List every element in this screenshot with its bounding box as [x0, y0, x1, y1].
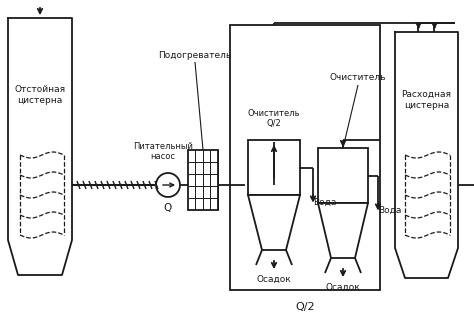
- Text: Осадок: Осадок: [326, 283, 360, 292]
- Bar: [188, 150, 218, 210]
- Text: Q: Q: [164, 203, 172, 213]
- Polygon shape: [318, 203, 368, 258]
- Bar: [230, 25, 380, 290]
- Text: Расходная
цистерна: Расходная цистерна: [401, 90, 452, 110]
- Text: Подогреватель: Подогреватель: [158, 51, 232, 59]
- Text: Очиститель: Очиститель: [330, 74, 386, 82]
- Polygon shape: [248, 195, 300, 250]
- Text: Вода: Вода: [313, 198, 337, 206]
- Text: Отстойная
цистерна: Отстойная цистерна: [14, 85, 65, 105]
- Text: Осадок: Осадок: [256, 275, 292, 284]
- Bar: [318, 148, 368, 203]
- Bar: [248, 140, 300, 195]
- Text: Очиститель
Q/2: Очиститель Q/2: [248, 109, 300, 128]
- Text: Питательный
насос: Питательный насос: [133, 142, 193, 161]
- Text: Q/2: Q/2: [295, 302, 315, 312]
- Text: Вода: Вода: [378, 205, 401, 215]
